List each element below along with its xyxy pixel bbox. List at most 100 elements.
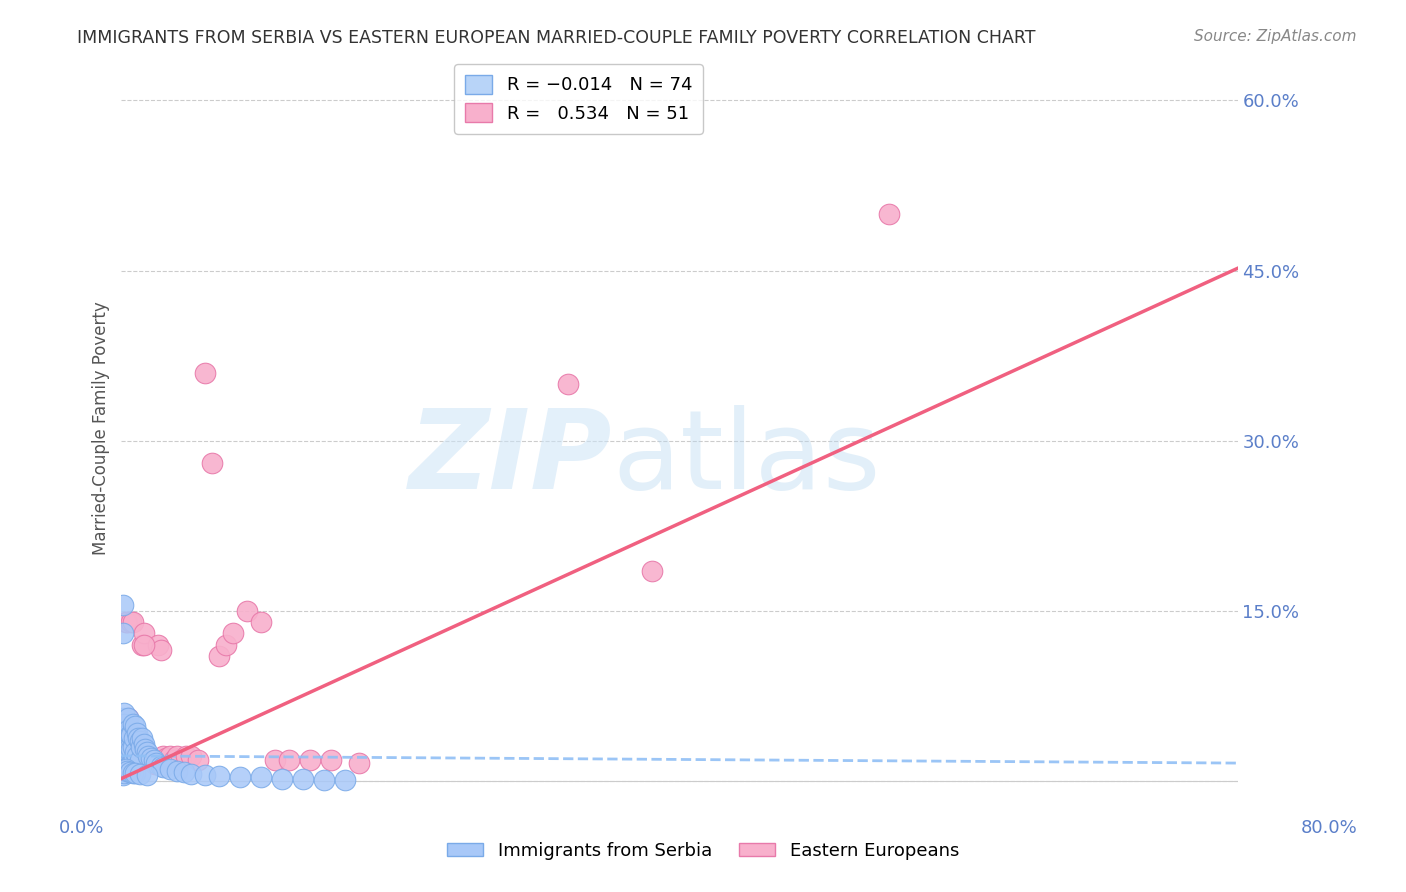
Point (111, 626, 134, 640)
Point (135, 748, 157, 763)
Point (139, 751, 162, 765)
Point (111, 751, 134, 765)
Point (120, 746, 142, 760)
Point (128, 742, 150, 756)
Point (128, 753, 150, 767)
Point (215, 638, 238, 652)
Point (170, 753, 193, 767)
Point (112, 765, 135, 780)
Text: 80.0%: 80.0% (1301, 819, 1357, 837)
Point (117, 711, 139, 725)
Point (112, 734, 135, 748)
Text: IMMIGRANTS FROM SERBIA VS EASTERN EUROPEAN MARRIED-COUPLE FAMILY POVERTY CORRELA: IMMIGRANTS FROM SERBIA VS EASTERN EUROPE… (77, 29, 1036, 46)
Point (174, 748, 197, 763)
Point (111, 768, 134, 782)
Point (180, 767, 202, 781)
Point (115, 615, 138, 629)
Point (129, 739, 152, 754)
Point (120, 742, 142, 756)
Point (125, 726, 148, 740)
Point (112, 739, 135, 754)
Point (124, 734, 146, 748)
Point (159, 763, 181, 777)
Point (319, 753, 342, 767)
Point (112, 746, 135, 760)
Point (640, 564, 662, 578)
Point (173, 764, 195, 779)
Point (124, 765, 146, 780)
Point (115, 764, 138, 779)
Point (134, 746, 156, 760)
Point (117, 711, 139, 725)
Point (115, 739, 138, 754)
Point (128, 767, 150, 781)
Point (159, 748, 181, 763)
Point (112, 763, 135, 777)
Point (201, 456, 224, 470)
Point (117, 756, 139, 771)
Point (132, 638, 155, 652)
Point (131, 638, 153, 652)
Point (117, 734, 139, 748)
Point (152, 748, 174, 763)
Point (135, 746, 157, 760)
Point (118, 739, 141, 754)
Point (270, 772, 292, 786)
Point (125, 748, 148, 763)
Point (194, 366, 217, 380)
Point (134, 742, 156, 756)
Point (149, 759, 172, 773)
Point (131, 731, 153, 745)
Point (250, 770, 273, 784)
Point (208, 648, 231, 663)
Point (115, 728, 138, 742)
Point (122, 731, 145, 745)
Point (312, 772, 335, 787)
Point (112, 728, 135, 742)
Point (236, 604, 259, 618)
Point (122, 731, 145, 745)
Point (264, 753, 287, 767)
Point (124, 719, 146, 733)
Point (111, 728, 134, 742)
Point (112, 706, 135, 720)
Point (115, 738, 138, 752)
Point (114, 746, 136, 760)
Point (114, 615, 136, 629)
Point (229, 770, 252, 784)
Point (166, 748, 188, 763)
Point (114, 763, 136, 777)
Point (111, 728, 134, 742)
Point (124, 751, 146, 765)
Point (138, 753, 160, 767)
Point (333, 772, 356, 787)
Point (347, 756, 370, 770)
Point (124, 746, 146, 760)
Point (118, 723, 141, 737)
Point (115, 751, 138, 765)
Text: 0.0%: 0.0% (59, 819, 104, 837)
Point (111, 598, 134, 612)
Point (877, 207, 900, 221)
Point (291, 772, 314, 786)
Point (222, 626, 245, 640)
Point (141, 753, 163, 767)
Point (194, 768, 217, 782)
Point (120, 615, 142, 629)
Point (250, 615, 273, 629)
Point (143, 756, 166, 771)
Point (163, 753, 186, 767)
Point (132, 738, 155, 752)
Point (118, 756, 141, 771)
Point (125, 738, 148, 752)
Point (128, 753, 150, 767)
Point (121, 615, 143, 629)
Point (120, 756, 142, 771)
Point (117, 723, 139, 737)
Point (128, 734, 150, 748)
Point (277, 753, 299, 767)
Point (180, 748, 202, 763)
Point (142, 753, 165, 767)
Point (145, 756, 167, 770)
Point (120, 728, 142, 742)
